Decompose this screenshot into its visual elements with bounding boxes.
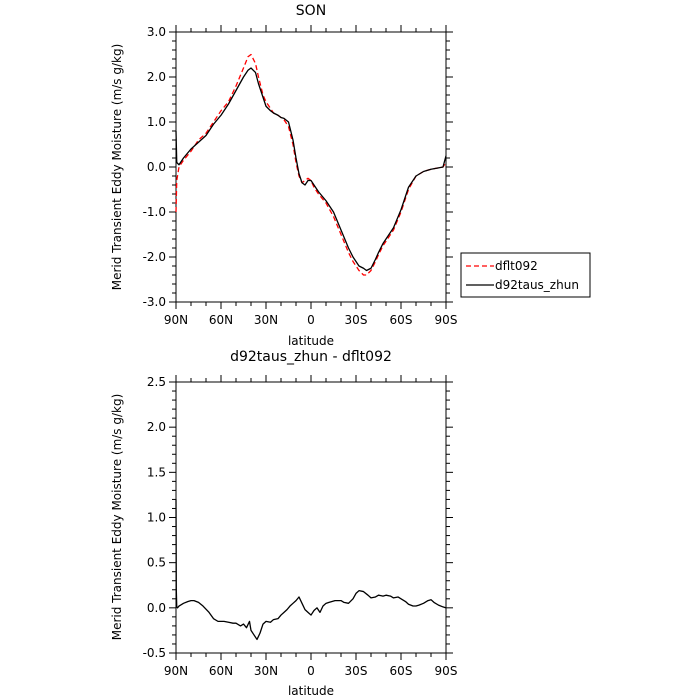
bottom-chart-title: d92taus_zhun - dflt092	[230, 349, 392, 365]
bottom-y-axis-label: Merid Transient Eddy Moisture (m/s g/kg)	[110, 394, 124, 641]
legend-frame	[460, 252, 591, 298]
top-x-axis-label: latitude	[288, 334, 334, 348]
series-line-d92taus-zhun	[175, 67, 447, 272]
y-tick-label: 2.0	[147, 420, 166, 434]
panel-bottom: d92taus_zhun - dflt092 -0.5 0.0 0.5 1.0 1.5 2…	[110, 349, 457, 698]
y-tick-label: 2.5	[147, 375, 166, 389]
bottom-series-group	[175, 499, 447, 641]
x-tick-label: 0	[307, 313, 315, 327]
y-tick-label: 1.0	[147, 115, 166, 129]
x-tick-label: 30S	[345, 664, 368, 678]
y-tick-label: 1.0	[147, 511, 166, 525]
top-chart-title: SON	[296, 3, 326, 19]
x-tick-label: 90N	[164, 313, 188, 327]
x-tick-label: 0	[307, 664, 315, 678]
y-tick-label: 2.0	[147, 70, 166, 84]
x-tick-label: 90S	[435, 313, 458, 327]
x-tick-label: 60S	[390, 664, 413, 678]
bottom-y-axis: -0.5 0.0 0.5 1.0 1.5 2.0 2.5	[143, 375, 453, 660]
bottom-plot-frame	[175, 381, 447, 654]
top-y-axis: -3.0 -2.0 -1.0 0.0 1.0 2.0 3.0	[143, 25, 453, 309]
legend: dflt092 d92taus_zhun	[460, 252, 591, 298]
top-x-axis: 90N 60N 30N 0 30S 60S 90S	[164, 25, 458, 327]
x-tick-label: 60N	[209, 664, 233, 678]
x-tick-label: 60S	[390, 313, 413, 327]
y-tick-label: 3.0	[147, 25, 166, 39]
top-plot-frame	[175, 31, 447, 303]
top-y-axis-label: Merid Transient Eddy Moisture (m/s g/kg)	[110, 44, 124, 291]
legend-label-d92taus-zhun: d92taus_zhun	[495, 278, 579, 292]
legend-label-dflt092: dflt092	[495, 259, 538, 273]
y-tick-label: -0.5	[143, 646, 166, 660]
x-tick-label: 30N	[254, 664, 278, 678]
y-tick-label: -3.0	[143, 295, 166, 309]
y-tick-label: 0.5	[147, 556, 166, 570]
x-tick-label: 90S	[435, 664, 458, 678]
y-tick-label: 0.0	[147, 160, 166, 174]
y-tick-label: 0.0	[147, 601, 166, 615]
bottom-x-axis-label: latitude	[288, 684, 334, 698]
y-tick-label: -2.0	[143, 250, 166, 264]
x-tick-label: 30N	[254, 313, 278, 327]
x-tick-label: 60N	[209, 313, 233, 327]
series-line-difference	[175, 499, 447, 641]
series-line-dflt092	[175, 53, 447, 276]
y-tick-label: 1.5	[147, 465, 166, 479]
x-tick-label: 90N	[164, 664, 188, 678]
panel-top: SON -3.0 -2.0 -1.0 0.0 1.0 2.0 3.0 90N 60N 30N 0 3…	[110, 3, 457, 348]
x-tick-label: 30S	[345, 313, 368, 327]
bottom-x-axis: 90N 60N 30N 0 30S 60S 90S	[164, 375, 458, 678]
top-series-group	[175, 53, 447, 276]
y-tick-label: -1.0	[143, 205, 166, 219]
